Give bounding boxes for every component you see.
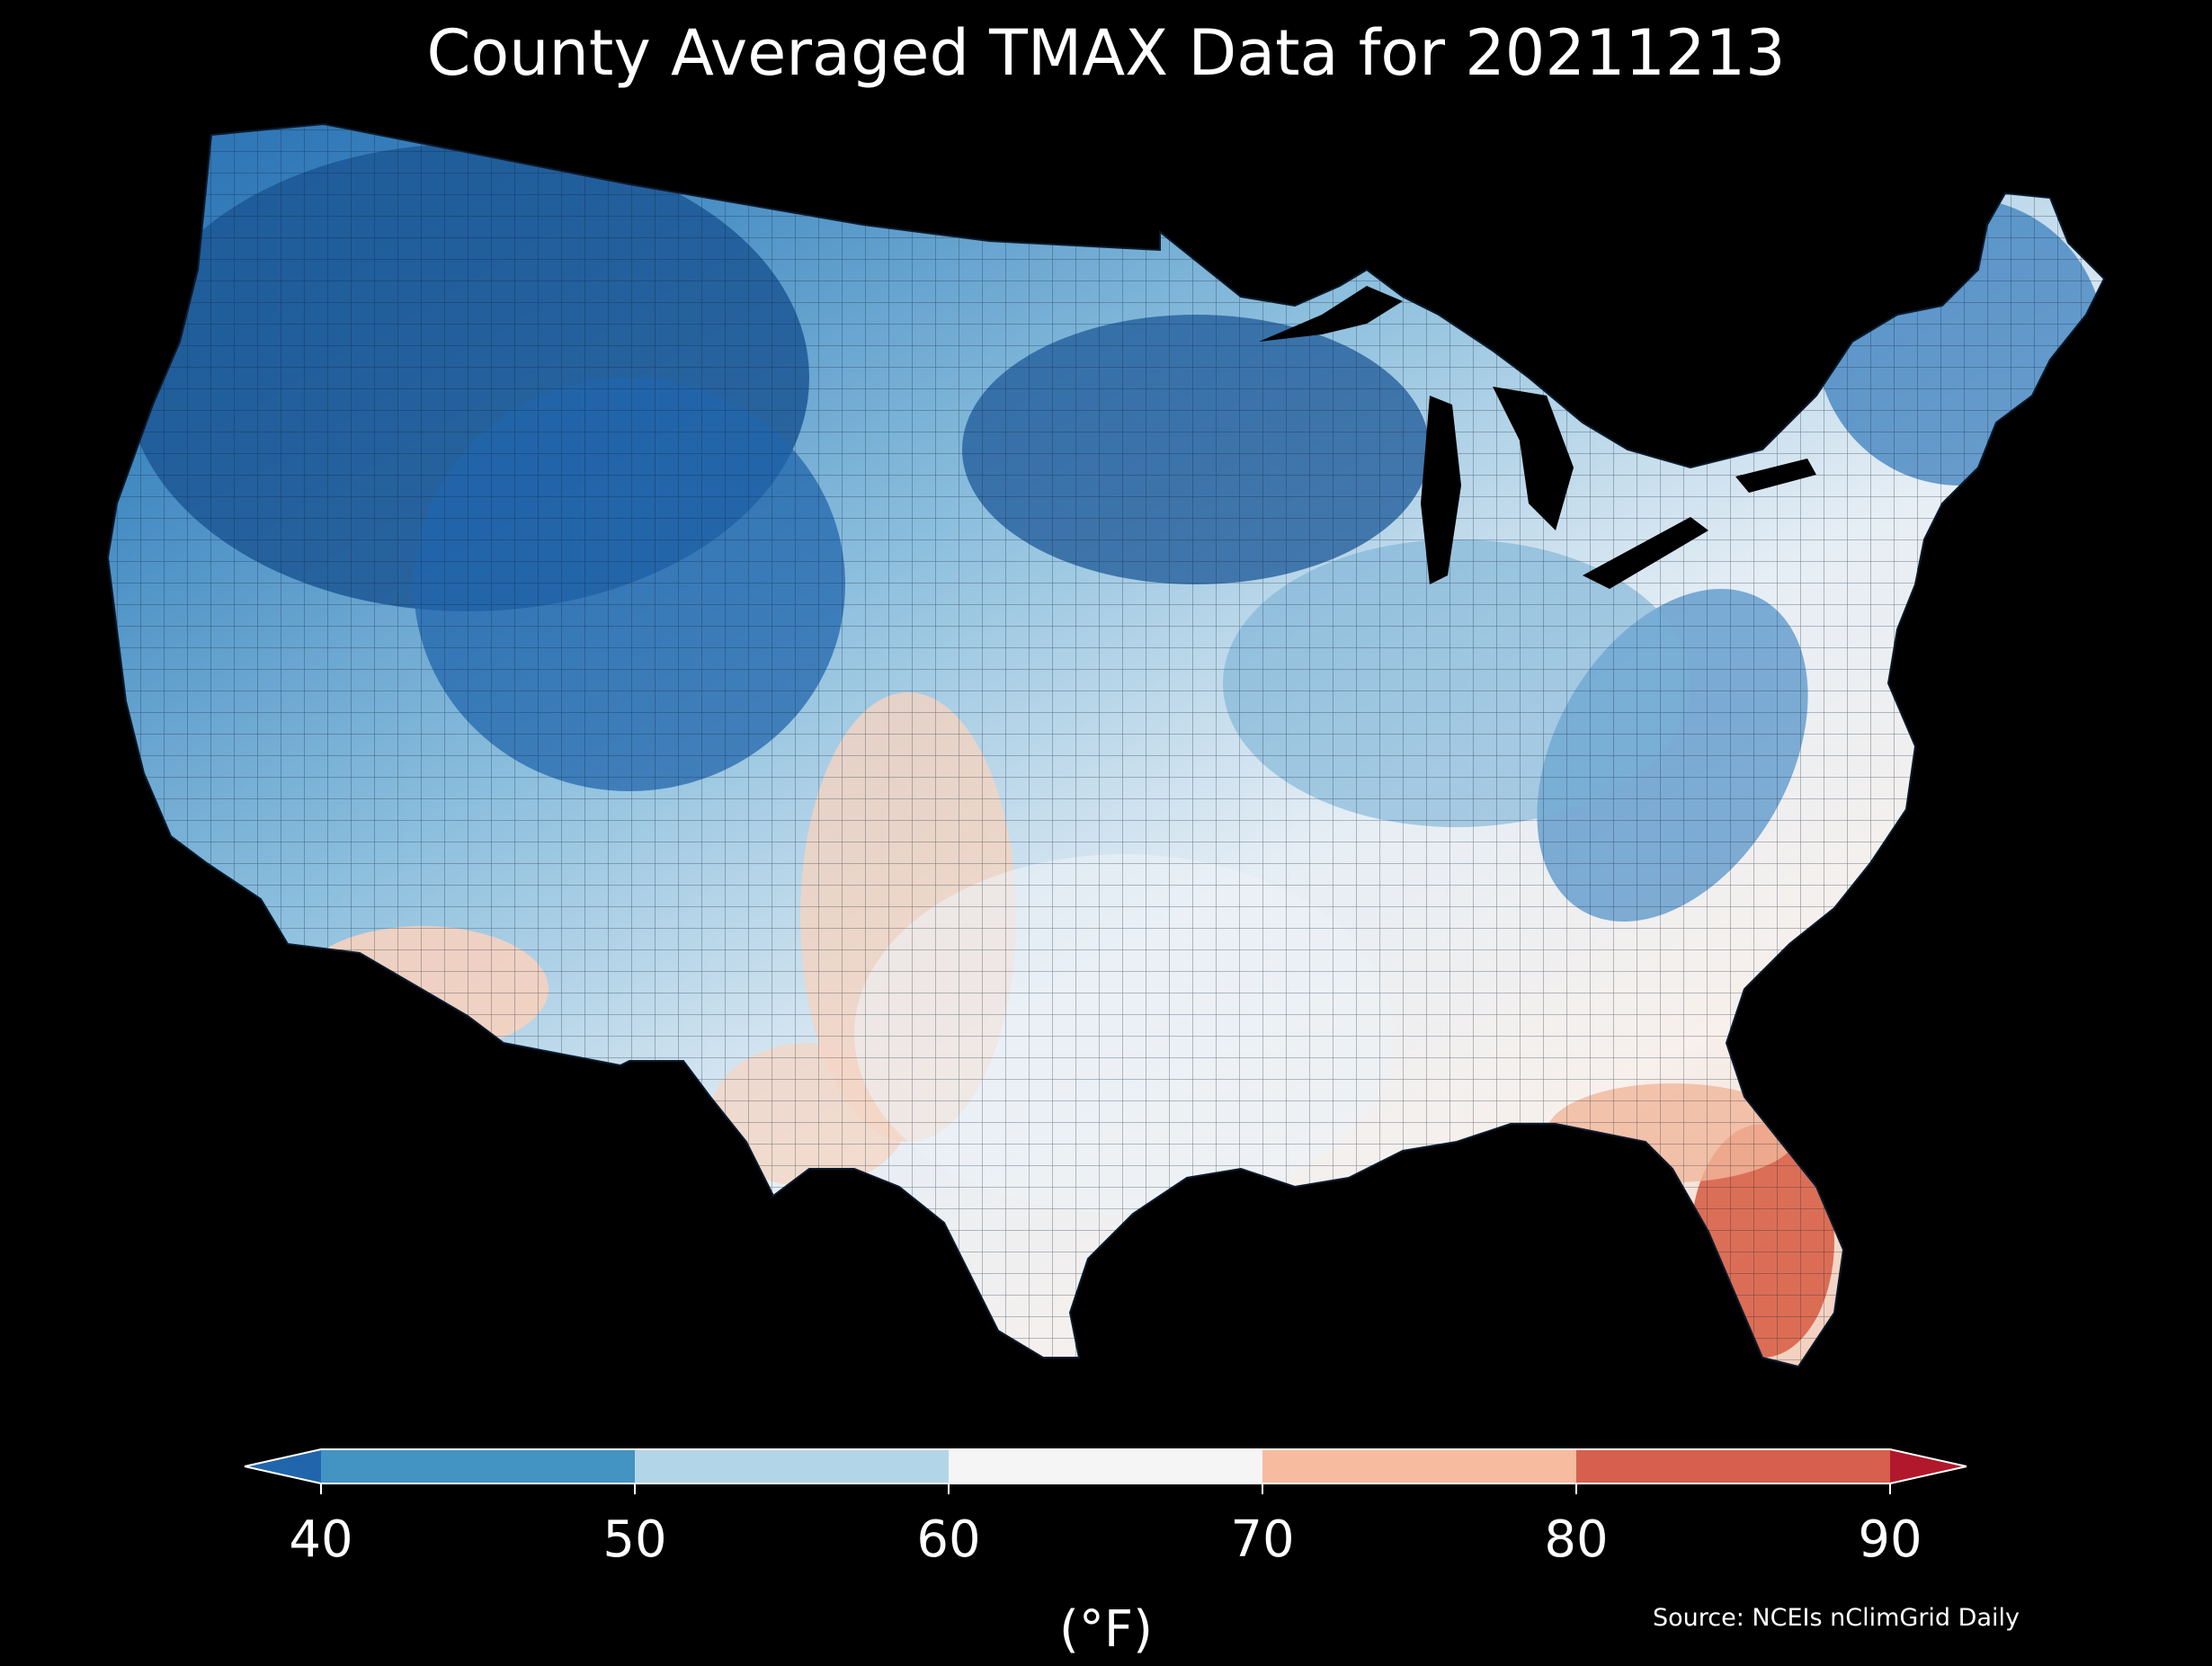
us-county-map [107, 123, 2105, 1368]
source-credit: Source: NCEIs nClimGrid Daily [1653, 1604, 2020, 1632]
tick-label-60: 60 [916, 1510, 981, 1569]
colorbar-segment-50-60 [635, 1449, 950, 1483]
colorbar-units-label: (°F) [1059, 1600, 1153, 1659]
tick-label-90: 90 [1858, 1510, 1922, 1569]
tick-label-50: 50 [602, 1510, 667, 1569]
lake-erie [1583, 517, 1708, 589]
colorbar-arrow-high [1890, 1449, 1967, 1483]
tick-label-40: 40 [289, 1510, 353, 1569]
colorbar-segment-80-90 [1576, 1449, 1891, 1483]
tick-label-80: 80 [1544, 1510, 1609, 1569]
colorbar-arrow-low [245, 1449, 321, 1483]
colorbar-segment-60-70 [949, 1449, 1263, 1483]
lake-huron [1493, 387, 1574, 530]
colorbar-segment-70-80 [1262, 1449, 1577, 1483]
lake-ontario [1735, 459, 1816, 493]
lake-michigan [1421, 396, 1461, 584]
colorbar-segment-40-50 [321, 1449, 636, 1483]
tick-label-70: 70 [1230, 1510, 1295, 1569]
lake-superior [1259, 286, 1403, 342]
map-title: County Averaged TMAX Data for 20211213 [426, 16, 1786, 90]
